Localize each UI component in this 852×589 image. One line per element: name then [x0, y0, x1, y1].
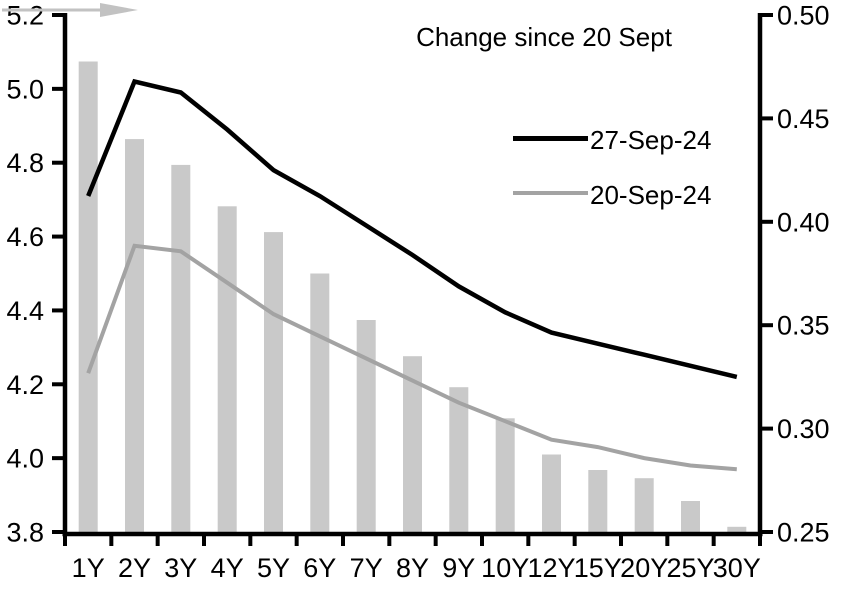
change-arrow-icon [2, 3, 138, 17]
left-axis-tick-label: 5.2 [6, 1, 44, 31]
bar-15Y [588, 470, 608, 532]
x-axis-label: 4Y [211, 553, 244, 583]
legend-label-20-sep: 20-Sep-24 [590, 180, 712, 210]
x-axis-label: 10Y [481, 553, 529, 583]
bar-12Y [542, 454, 561, 532]
legend-line-sample-20-sep [513, 191, 588, 195]
right-axis-tick-label: 0.45 [777, 104, 830, 134]
left-axis-tick-label: 4.6 [6, 222, 44, 252]
bar-1Y [78, 61, 98, 532]
x-axis-label: 7Y [350, 553, 383, 583]
bar-8Y [403, 356, 422, 532]
legend-label-27-sep: 27-Sep-24 [590, 125, 712, 155]
x-axis-label: 12Y [527, 553, 575, 583]
left-axis-tick-label: 3.8 [6, 518, 44, 548]
x-axis-label: 1Y [72, 553, 105, 583]
bar-7Y [356, 320, 376, 532]
bar-6Y [310, 273, 330, 532]
bar-9Y [449, 387, 469, 532]
bar-4Y [217, 206, 237, 533]
x-axis-label: 5Y [257, 553, 290, 583]
x-axis-label: 6Y [303, 553, 336, 583]
x-axis-label: 2Y [118, 553, 151, 583]
left-axis-tick-label: 4.0 [6, 444, 44, 474]
x-axis-label: 9Y [442, 553, 475, 583]
legend-bar-series-label: Change since 20 Sept [416, 22, 672, 52]
left-axis-tick-label: 5.0 [6, 74, 44, 104]
right-axis-tick-label: 0.35 [777, 311, 830, 341]
x-axis-label: 15Y [574, 553, 622, 583]
legend-line-sample-27-sep [513, 136, 588, 141]
right-axis-tick-label: 0.25 [777, 518, 830, 548]
x-axis-label: 3Y [164, 553, 197, 583]
right-axis-tick-label: 0.50 [777, 1, 830, 31]
x-axis-label: 25Y [666, 553, 714, 583]
bar-5Y [264, 232, 283, 532]
x-axis-label: 20Y [620, 553, 668, 583]
line-20-Sep-24 [86, 243, 737, 472]
left-axis-tick-label: 4.2 [6, 370, 44, 400]
bar-20Y [634, 478, 654, 532]
line-27-Sep-24 [86, 78, 738, 380]
x-axis-label: 8Y [396, 553, 429, 583]
bar-3Y [171, 164, 191, 532]
bar-10Y [495, 418, 515, 532]
x-axis-label: 30Y [713, 553, 761, 583]
left-axis-tick-label: 4.4 [6, 296, 44, 326]
bar-25Y [681, 501, 700, 532]
bar-2Y [125, 139, 144, 532]
right-axis-tick-label: 0.30 [777, 414, 830, 444]
bar-30Y [727, 526, 747, 532]
right-axis-tick-label: 0.40 [777, 207, 830, 237]
left-axis-tick-label: 4.8 [6, 148, 44, 178]
